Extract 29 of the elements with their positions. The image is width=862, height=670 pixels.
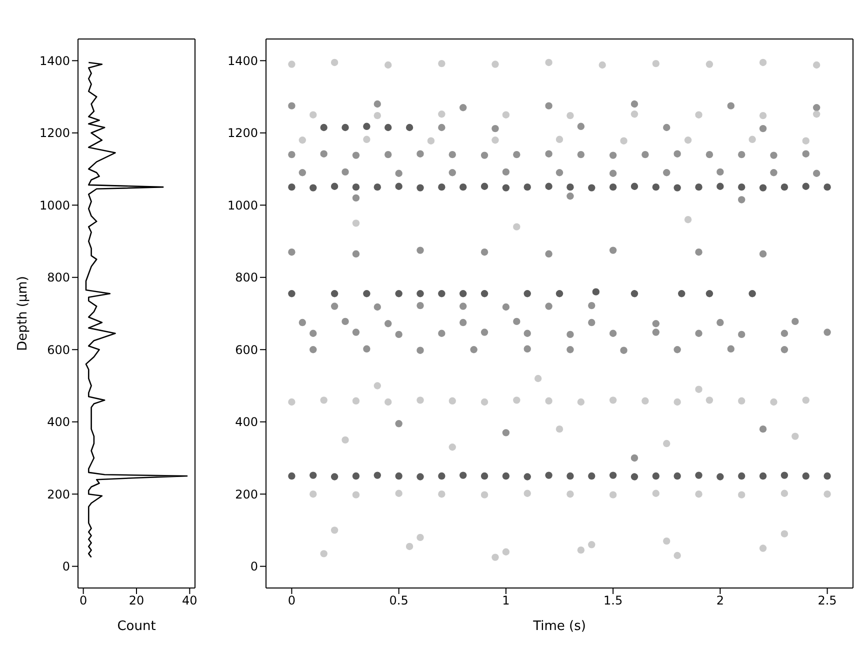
x-axis-title: Count	[117, 619, 156, 634]
x-tick-label: 1	[502, 594, 510, 608]
x-tick-label: 0	[80, 594, 88, 608]
y-tick-label: 1200	[39, 126, 70, 140]
x-tick-label: 2	[716, 594, 724, 608]
y-tick-label: 800	[47, 270, 70, 285]
y-tick-label: 600	[235, 342, 258, 357]
y-tick-label: 200	[235, 487, 258, 502]
y-tick-label: 1000	[227, 198, 258, 212]
y-tick-label: 1400	[227, 54, 258, 68]
y-tick-label: 600	[47, 342, 70, 357]
x-tick-label: 1.5	[604, 594, 623, 608]
y-tick-label: 0	[62, 560, 70, 574]
y-axis-title: Depth (μm)	[16, 276, 31, 351]
x-axis-title: Time (s)	[532, 619, 586, 634]
y-tick-label: 0	[250, 560, 258, 574]
x-tick-label: 40	[182, 594, 198, 608]
y-tick-label: 800	[235, 270, 258, 285]
x-tick-label: 0.5	[389, 594, 408, 608]
line-series	[85, 62, 188, 558]
x-tick-label: 2.5	[818, 594, 837, 608]
y-tick-label: 1000	[39, 198, 70, 212]
y-tick-label: 1200	[227, 126, 258, 140]
x-tick-label: 0	[288, 594, 296, 608]
y-tick-label: 1400	[39, 54, 70, 68]
y-tick-label: 400	[235, 415, 258, 430]
y-tick-label: 200	[47, 487, 70, 502]
y-tick-label: 400	[47, 415, 70, 430]
x-tick-label: 20	[128, 594, 144, 608]
